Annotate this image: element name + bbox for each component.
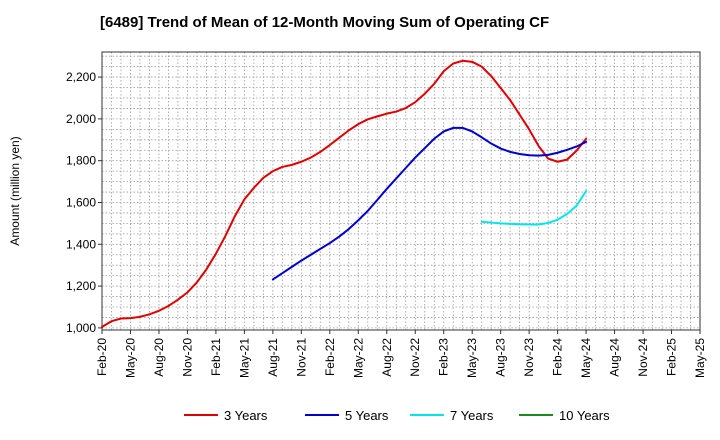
x-axis: Feb-20 May-20 Aug-20 Nov-20 Feb-21 May-21 Aug-… [95,330,707,378]
x-tick-label: Nov-21 [294,338,308,377]
x-tick-label: Feb-25 [665,338,679,376]
x-tick-label: Aug-22 [380,338,394,377]
x-tick-label: Feb-24 [551,338,565,376]
x-tick-label: Feb-23 [437,338,451,376]
series-lines [101,59,588,328]
y-tick-label: 2,200 [66,70,96,84]
series-line-3-years [101,59,588,328]
x-tick-label: Nov-22 [408,338,422,377]
series-line-7-years [480,190,588,226]
y-axis: 1,000 1,200 1,400 1,600 1,800 2,000 2,200 [66,70,102,335]
x-tick-label: Feb-20 [95,338,109,376]
x-tick-label: Nov-20 [180,338,194,377]
x-tick-label: Aug-21 [266,338,280,377]
x-tick-label: Nov-23 [522,338,536,377]
x-tick-label: Nov-24 [636,338,650,377]
series-line-5-years [271,126,588,281]
y-tick-label: 1,400 [66,237,96,251]
y-tick-label: 1,000 [66,321,96,335]
x-tick-label: May-24 [579,338,593,378]
x-tick-label: May-21 [237,338,251,378]
chart-title: [6489] Trend of Mean of 12-Month Moving … [100,14,550,31]
legend-label: 3 Years [224,408,268,423]
legend-label: 7 Years [450,408,494,423]
x-tick-label: May-22 [351,338,365,378]
x-tick-label: Aug-24 [608,338,622,377]
x-tick-label: Feb-21 [209,338,223,376]
legend-label: 5 Years [345,408,389,423]
y-tick-label: 1,600 [66,195,96,209]
y-tick-label: 1,800 [66,154,96,168]
x-tick-label: May-25 [693,338,707,378]
y-tick-label: 2,000 [66,112,96,126]
plot-frame [101,51,701,331]
x-tick-label: May-23 [465,338,479,378]
y-tick-label: 1,200 [66,279,96,293]
legend-label: 10 Years [559,408,610,423]
x-tick-label: Aug-20 [152,338,166,377]
x-tick-label: May-20 [123,338,137,378]
x-tick-label: Aug-23 [494,338,508,377]
x-tick-label: Feb-22 [323,338,337,376]
legend: 3 Years 5 Years 7 Years 10 Years [184,408,610,423]
y-axis-label: Amount (million yen) [8,136,22,245]
